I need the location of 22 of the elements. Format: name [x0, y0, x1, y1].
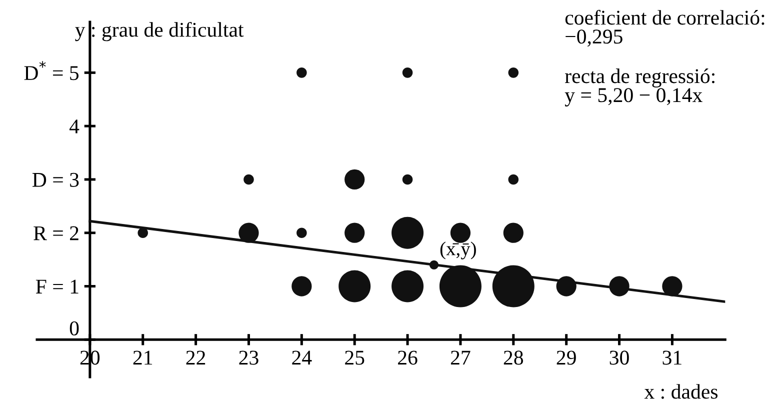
annotation: (x̄,ȳ) — [440, 242, 476, 260]
x-tick-label: 21 — [133, 350, 152, 365]
x-tick-label: 29 — [556, 350, 576, 365]
x-tick-label: 24 — [292, 350, 312, 365]
x-tick-label: 28 — [504, 350, 524, 365]
x-axis-title: x : dades — [644, 384, 718, 399]
x-tick-label: 23 — [239, 350, 258, 365]
y-tick-label: 0 — [70, 321, 79, 336]
y-tick-label: D = 3 — [32, 172, 79, 187]
y-tick-label: R = 2 — [34, 226, 78, 240]
x-tick-label: 27 — [450, 350, 470, 365]
y-tick-label: D$^{*}$ = 5 — [24, 61, 79, 80]
x-tick-label: 30 — [610, 350, 629, 365]
annotation: recta de regressió: y = 5,20 − 0,14x — [564, 68, 714, 106]
y-axis-title: y : grau de dificultat — [75, 22, 244, 42]
y-tick-label: F = 1 — [36, 280, 78, 294]
annotation: coeficient de correlació: −0,295 — [565, 10, 764, 47]
x-tick-label: 31 — [662, 350, 682, 365]
x-tick-label: 26 — [398, 350, 418, 365]
x-tick-label: 25 — [345, 350, 364, 365]
y-tick-label: 4 — [70, 120, 80, 134]
x-tick-label: 22 — [186, 350, 206, 365]
